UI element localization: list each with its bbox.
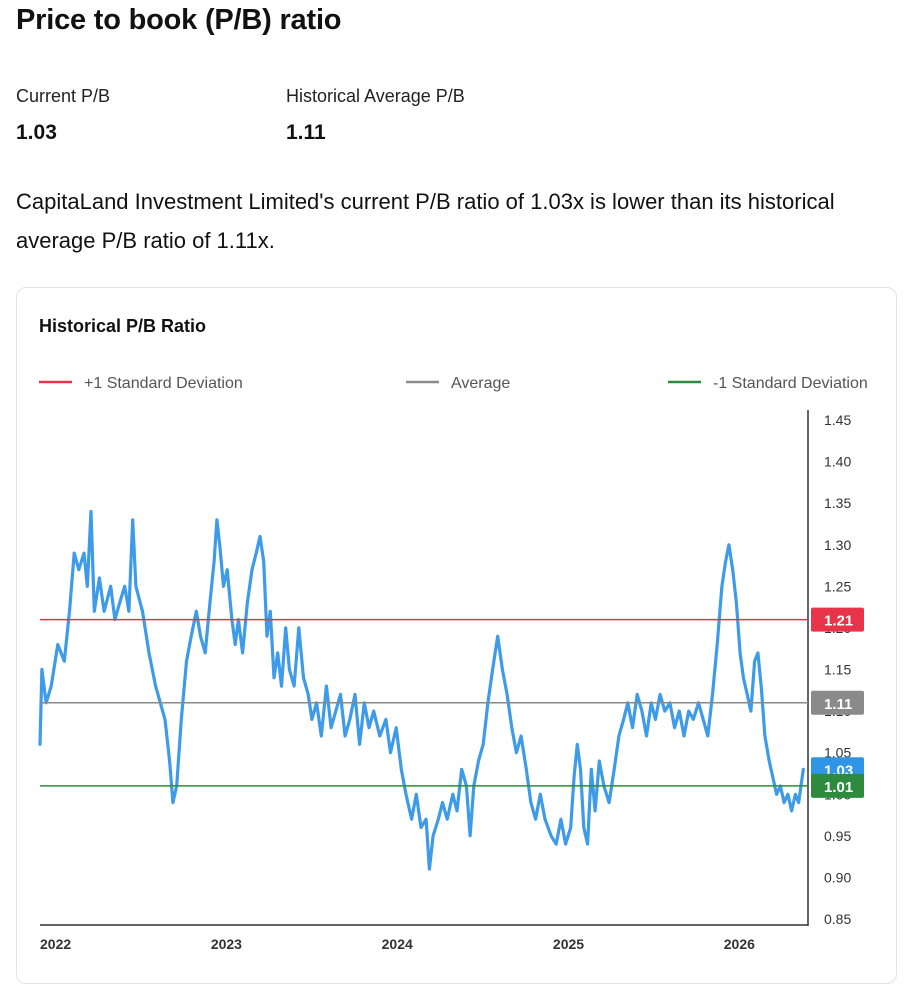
chart-legend: +1 Standard Deviation Average -1 Standar… — [39, 375, 868, 392]
page-title: Price to book (P/B) ratio — [16, 4, 342, 36]
historical-average-pb-label: Historical Average P/B — [286, 86, 465, 106]
historical-average-pb-stat: Historical Average P/B 1.11 — [286, 86, 465, 145]
current-pb-label: Current P/B — [16, 86, 111, 106]
reference-badge-label-plus-sd: 1.21 — [824, 613, 853, 630]
current-pb-value: 1.03 — [16, 121, 57, 144]
x-tick-label: 2025 — [553, 936, 584, 952]
y-tick-label: 1.40 — [824, 454, 851, 470]
y-tick-label: 1.30 — [824, 537, 851, 553]
x-tick-label: 2023 — [211, 936, 242, 952]
y-tick-label: 0.90 — [824, 869, 851, 885]
current-pb-stat: Current P/B 1.03 — [16, 86, 110, 145]
legend-label-average: Average — [451, 375, 510, 392]
pb-summary-text: CapitaLand Investment Limited's current … — [16, 189, 835, 253]
chart-title: Historical P/B Ratio — [39, 316, 206, 336]
chart-card — [16, 287, 897, 984]
legend-label-plus-sd: +1 Standard Deviation — [84, 375, 243, 392]
pb-ratio-series-line — [38, 509, 805, 871]
reference-badge-minus-sd — [811, 773, 864, 798]
reference-badge-average — [811, 690, 864, 715]
legend-label-minus-sd: -1 Standard Deviation — [713, 375, 868, 392]
y-tick-label: 1.45 — [824, 412, 851, 428]
y-tick-label: 1.15 — [824, 662, 851, 678]
x-tick-label: 2026 — [724, 936, 755, 952]
x-tick-label: 2022 — [40, 936, 71, 952]
plot-area: 0.850.900.951.001.051.101.151.201.251.30… — [38, 410, 864, 952]
historical-average-pb-value: 1.11 — [286, 121, 326, 144]
y-tick-label: 0.95 — [824, 828, 851, 844]
x-tick-label: 2024 — [382, 936, 413, 952]
reference-badge-label-average: 1.11 — [824, 696, 852, 713]
y-tick-label: 0.85 — [824, 911, 851, 927]
reference-badge-plus-sd — [811, 607, 864, 632]
y-tick-label: 1.05 — [824, 745, 851, 761]
y-tick-label: 1.25 — [824, 578, 851, 594]
reference-badge-label-minus-sd: 1.01 — [824, 779, 853, 796]
y-tick-label: 1.35 — [824, 495, 851, 511]
